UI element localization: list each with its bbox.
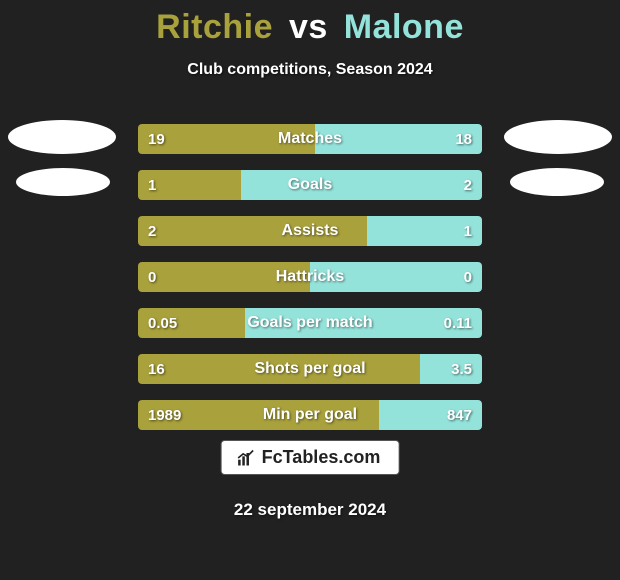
bar-fill-left	[138, 170, 241, 200]
avatar-left-1	[8, 120, 116, 154]
bar-fill-right	[367, 216, 482, 246]
bar-fill-left	[138, 262, 310, 292]
bar-row: 0.050.11Goals per match	[138, 308, 482, 338]
bar-fill-right	[420, 354, 482, 384]
bar-fill-left	[138, 354, 420, 384]
title-vs: vs	[289, 8, 328, 46]
comparison-infographic: Ritchie vs Malone Club competitions, Sea…	[0, 0, 620, 580]
subtitle: Club competitions, Season 2024	[0, 61, 620, 79]
date-text: 22 september 2024	[0, 500, 620, 520]
bar-row: 00Hattricks	[138, 262, 482, 292]
bar-fill-right	[241, 170, 482, 200]
bar-fill-left	[138, 124, 315, 154]
bar-row: 21Assists	[138, 216, 482, 246]
bar-fill-left	[138, 308, 245, 338]
bar-fill-right	[315, 124, 482, 154]
bar-fill-right	[310, 262, 482, 292]
bar-row: 12Goals	[138, 170, 482, 200]
source-badge-text: FcTables.com	[262, 447, 381, 468]
comparison-bars: 1918Matches 12Goals 21Assists 00Hattricks 0.…	[138, 124, 482, 446]
title-player1: Ritchie	[156, 8, 273, 46]
avatar-right-1	[504, 120, 612, 154]
source-badge: FcTables.com	[221, 440, 400, 475]
bar-fill-left	[138, 216, 367, 246]
page-title: Ritchie vs Malone	[0, 0, 620, 47]
bar-row: 1918Matches	[138, 124, 482, 154]
bar-row: 163.5Shots per goal	[138, 354, 482, 384]
avatar-left-2	[16, 168, 110, 196]
chart-icon	[236, 448, 256, 468]
bar-fill-left	[138, 400, 379, 430]
title-player2: Malone	[344, 8, 464, 46]
bar-fill-right	[245, 308, 482, 338]
avatar-right-2	[510, 168, 604, 196]
bar-fill-right	[379, 400, 482, 430]
bar-row: 1989847Min per goal	[138, 400, 482, 430]
